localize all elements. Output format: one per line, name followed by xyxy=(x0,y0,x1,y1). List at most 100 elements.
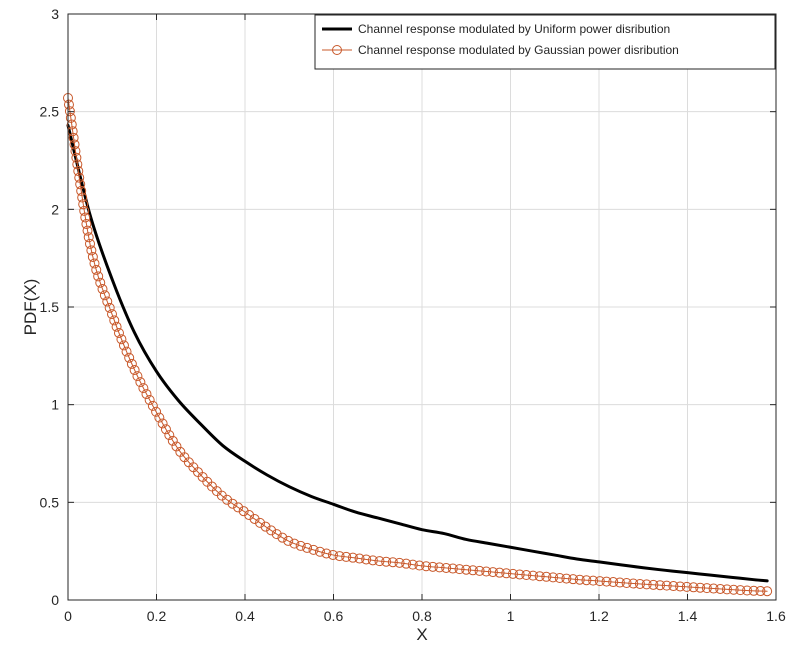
data-point xyxy=(74,172,85,183)
data-point xyxy=(441,562,452,573)
data-point xyxy=(109,315,120,326)
legend-label-uniform: Channel response modulated by Uniform po… xyxy=(358,22,670,36)
data-point xyxy=(321,548,332,559)
data-point xyxy=(374,556,385,567)
data-point xyxy=(675,581,686,592)
data-point xyxy=(107,309,117,320)
data-point xyxy=(574,574,585,585)
y-tick-label: 2.5 xyxy=(40,104,60,120)
y-tick-label: 1.5 xyxy=(40,299,60,315)
data-point xyxy=(70,146,81,157)
data-point xyxy=(144,395,155,405)
data-point xyxy=(255,517,266,528)
data-point xyxy=(99,290,110,301)
data-point xyxy=(461,564,472,575)
x-tick-label: 1 xyxy=(507,608,515,624)
data-point xyxy=(78,199,89,210)
x-tick-label: 0.8 xyxy=(412,608,432,624)
data-point xyxy=(341,551,352,562)
data-point xyxy=(249,513,260,524)
data-point xyxy=(661,580,672,591)
data-point xyxy=(83,232,94,243)
legend: Channel response modulated by Uniform po… xyxy=(314,14,776,70)
data-point xyxy=(434,562,445,573)
data-point xyxy=(634,578,645,589)
y-tick-label: 0 xyxy=(51,592,59,608)
data-point xyxy=(69,139,80,150)
data-point xyxy=(89,258,100,269)
data-point xyxy=(601,576,612,587)
data-point xyxy=(414,560,425,571)
legend-marker-gaussian xyxy=(332,45,342,55)
data-point xyxy=(102,296,113,307)
data-point xyxy=(81,219,92,230)
x-tick-label: 0.2 xyxy=(147,608,167,624)
x-tick-label: 1.2 xyxy=(589,608,609,624)
data-point xyxy=(367,555,378,566)
data-point xyxy=(648,579,659,590)
data-point xyxy=(501,568,512,579)
data-point xyxy=(283,535,294,546)
legend-box xyxy=(314,14,776,70)
series-layer xyxy=(63,92,773,597)
data-point xyxy=(387,557,398,568)
data-point xyxy=(97,284,108,295)
data-point xyxy=(73,166,84,177)
data-point xyxy=(116,334,127,345)
data-point xyxy=(742,585,753,596)
data-point xyxy=(118,340,129,351)
data-point xyxy=(481,566,492,577)
data-point xyxy=(561,573,572,584)
data-point xyxy=(75,179,86,190)
x-tick-label: 1.4 xyxy=(678,608,698,624)
data-point xyxy=(147,400,158,411)
data-point xyxy=(121,346,132,357)
data-point xyxy=(95,277,106,288)
data-point xyxy=(454,564,465,575)
data-point xyxy=(614,577,625,588)
data-point xyxy=(154,412,165,423)
data-point xyxy=(334,551,345,562)
data-point xyxy=(79,205,90,216)
data-point xyxy=(568,574,579,585)
series-uniform xyxy=(66,123,769,583)
data-point xyxy=(124,352,135,363)
data-point xyxy=(132,371,143,382)
data-point xyxy=(64,106,75,117)
legend-label-gaussian: Channel response modulated by Gaussian p… xyxy=(358,43,679,57)
x-tick-label: 0.6 xyxy=(324,608,344,624)
data-point xyxy=(164,430,175,441)
data-point xyxy=(86,245,97,256)
data-point xyxy=(126,358,137,369)
data-point xyxy=(244,510,255,521)
data-point xyxy=(548,572,559,583)
data-point xyxy=(354,553,365,564)
data-point xyxy=(755,586,766,597)
data-point xyxy=(467,565,478,576)
y-tick-label: 1 xyxy=(51,397,59,413)
data-point xyxy=(621,578,632,589)
data-point xyxy=(681,581,692,592)
data-point xyxy=(588,575,599,586)
data-point xyxy=(171,441,182,452)
data-point xyxy=(141,389,152,400)
data-point xyxy=(641,579,652,590)
y-tick-label: 0.5 xyxy=(40,494,60,510)
data-point xyxy=(93,271,104,282)
x-tick-label: 0.4 xyxy=(235,608,255,624)
series-line-uniform xyxy=(66,123,769,583)
data-point xyxy=(233,502,244,513)
data-point xyxy=(227,498,238,509)
y-tick-label: 2 xyxy=(51,201,59,217)
data-point xyxy=(129,365,140,376)
data-point xyxy=(708,583,719,594)
data-point xyxy=(104,302,115,313)
data-point xyxy=(594,576,605,587)
series-gaussian xyxy=(63,92,773,597)
data-point xyxy=(487,567,498,578)
data-point xyxy=(266,525,277,536)
data-point xyxy=(628,578,639,589)
data-point xyxy=(68,132,79,143)
data-point xyxy=(91,264,102,275)
